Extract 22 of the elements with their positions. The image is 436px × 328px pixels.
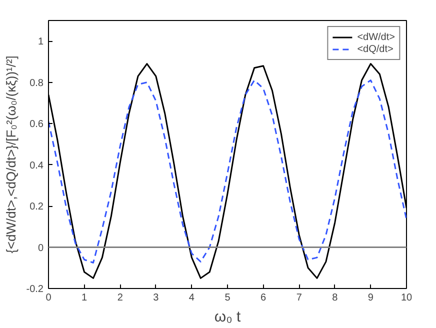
y-tick-label: 0 <box>38 242 44 254</box>
x-tick-label: 5 <box>224 292 231 304</box>
y-tick-label: 1 <box>38 36 44 48</box>
y-tick-label: -0.2 <box>26 284 44 295</box>
x-tick-label: 8 <box>332 292 338 304</box>
y-tick-label: 0.8 <box>30 78 44 89</box>
x-axis-title: ω₀ t <box>214 308 242 326</box>
x-tick-label: 0 <box>46 292 52 304</box>
x-tick-label: 10 <box>400 292 412 304</box>
legend-label: <dQ/dt> <box>357 43 394 55</box>
y-tick-label: 0.6 <box>30 119 44 130</box>
y-tick-label: 0.2 <box>30 202 44 213</box>
x-tick-label: 9 <box>368 292 374 304</box>
x-tick-label: 7 <box>296 292 302 304</box>
x-tick-label: 2 <box>117 292 124 304</box>
x-tick-label: 3 <box>153 292 160 304</box>
y-tick-label: 0.4 <box>30 160 44 172</box>
legend-label: <dW/dt> <box>357 31 395 43</box>
x-tick-label: 4 <box>188 292 195 304</box>
x-tick-label: 6 <box>260 292 267 304</box>
y-axis-title: {<dW/dt>,<dQ/dt>}/[F₀²(ω₀/(κξ))¹/²] <box>3 56 18 254</box>
x-tick-label: 1 <box>82 292 88 304</box>
